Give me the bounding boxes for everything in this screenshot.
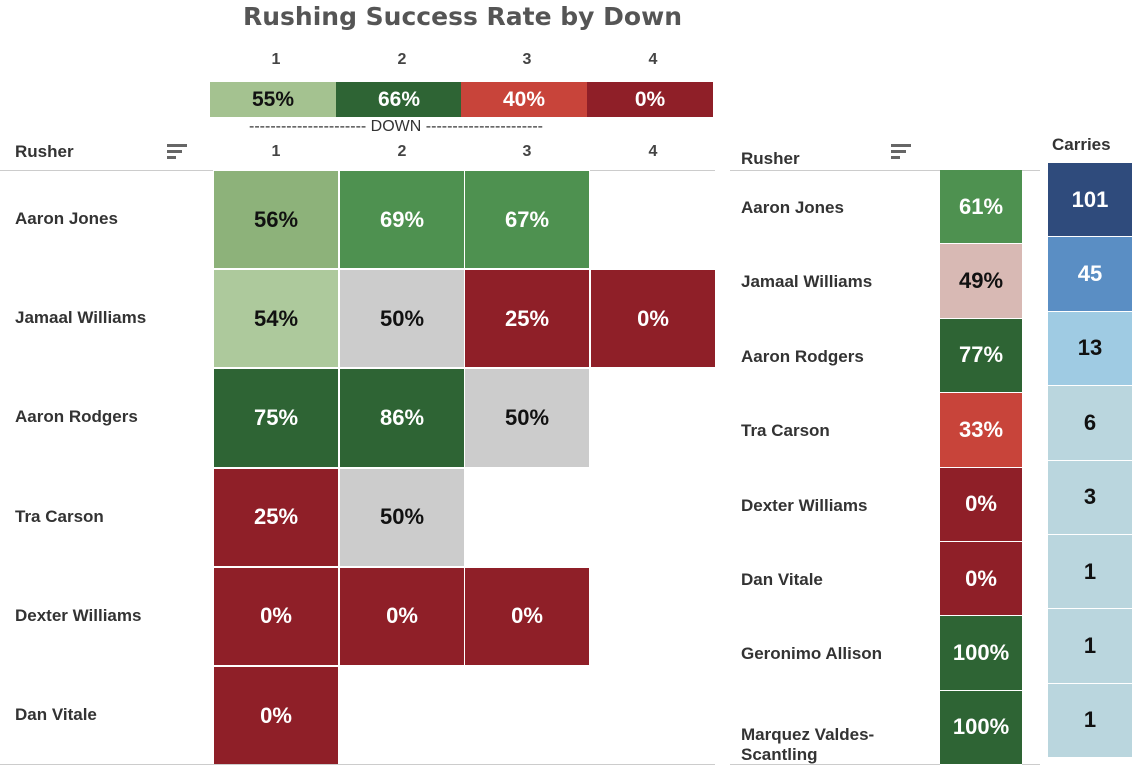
down-dashes-left: ---------------------- <box>249 118 367 135</box>
down-label: DOWN <box>370 118 422 135</box>
heatmap-cell[interactable]: 25% <box>464 269 590 369</box>
summary-cell-down-3[interactable]: 40% <box>461 82 587 117</box>
heatmap-cell[interactable]: 54% <box>213 269 339 369</box>
rate-row-label: Marquez Valdes-Scantling <box>741 724 875 764</box>
carries-cell[interactable]: 1 <box>1048 609 1132 684</box>
heatmap-cell[interactable]: 0% <box>339 566 465 666</box>
top-column-3: 3 <box>522 51 532 68</box>
rate-row-label: Jamaal Williams <box>741 272 873 292</box>
rate-row-label: Aaron Jones <box>741 198 844 217</box>
heatmap-cell[interactable]: 50% <box>464 368 590 468</box>
overall-rate-cell[interactable]: 0% <box>940 467 1022 542</box>
down-column-2[interactable]: 2 <box>397 143 407 160</box>
heatmap-cell[interactable]: 75% <box>213 368 339 468</box>
left-bottom-rule <box>0 764 715 765</box>
heatmap-row-label: Tra Carson <box>15 506 104 526</box>
heatmap-cell[interactable]: 67% <box>464 170 590 270</box>
heatmap-cell[interactable]: 0% <box>464 566 590 666</box>
carries-cell[interactable]: 13 <box>1048 311 1132 387</box>
overall-rate-cell[interactable]: 0% <box>940 542 1022 617</box>
right-bottom-rule <box>730 764 1040 765</box>
heatmap-row-label: Aaron Jones <box>15 209 118 228</box>
heatmap-cell[interactable]: 0% <box>590 269 716 369</box>
left-rusher-header[interactable]: Rusher <box>15 142 74 161</box>
heatmap-row-label: Jamaal Williams <box>15 308 147 328</box>
overall-rate-cell[interactable]: 33% <box>940 393 1022 468</box>
right-header-rule <box>730 170 1040 171</box>
heatmap-row-label: Dexter Williams <box>15 605 142 625</box>
rate-row-label: Aaron Rodgers <box>741 346 864 366</box>
heatmap-row-label: Dan Vitale <box>15 705 97 724</box>
summary-cell-down-1[interactable]: 55% <box>210 82 336 117</box>
heatmap-cell[interactable]: 56% <box>213 170 339 270</box>
down-column-3[interactable]: 3 <box>522 143 532 160</box>
heatmap-cell[interactable]: 0% <box>213 566 339 666</box>
rate-row-label: Dan Vitale <box>741 570 823 589</box>
overall-rate-cell[interactable]: 77% <box>940 318 1022 394</box>
carries-cell[interactable]: 6 <box>1048 386 1132 461</box>
overall-rate-cell[interactable]: 49% <box>940 244 1022 319</box>
down-dashes-right: ---------------------- <box>425 118 543 135</box>
rate-row-label: Tra Carson <box>741 421 830 441</box>
carries-cell[interactable]: 101 <box>1048 163 1132 238</box>
carries-cell[interactable]: 1 <box>1048 535 1132 610</box>
chart-title: Rushing Success Rate by Down <box>242 2 682 31</box>
carries-cell[interactable]: 1 <box>1048 683 1132 759</box>
right-sort-icon[interactable] <box>891 144 911 162</box>
carries-cell[interactable]: 45 <box>1048 237 1132 312</box>
top-column-1: 1 <box>271 51 281 68</box>
heatmap-cell[interactable]: 50% <box>339 467 465 567</box>
rate-row-label: Geronimo Allison <box>741 644 883 664</box>
down-column-1[interactable]: 1 <box>271 143 281 160</box>
right-rusher-header[interactable]: Rusher <box>741 149 800 168</box>
overall-rate-cell[interactable]: 100% <box>940 616 1022 691</box>
heatmap-cell[interactable]: 69% <box>339 170 465 270</box>
heatmap-cell[interactable]: 50% <box>339 269 465 369</box>
carries-header: Carries <box>1052 135 1111 154</box>
overall-rate-cell[interactable]: 61% <box>940 170 1022 245</box>
heatmap-cell[interactable]: 86% <box>339 368 465 468</box>
left-sort-icon[interactable] <box>167 144 187 162</box>
summary-cell-down-2[interactable]: 66% <box>336 82 462 117</box>
overall-rate-cell[interactable]: 100% <box>940 690 1022 766</box>
top-column-4: 4 <box>648 51 658 68</box>
down-column-4[interactable]: 4 <box>648 143 658 160</box>
rate-row-label: Dexter Williams <box>741 495 868 515</box>
heatmap-row-label: Aaron Rodgers <box>15 407 138 427</box>
heatmap-cell[interactable]: 25% <box>213 467 339 567</box>
heatmap-cell[interactable]: 0% <box>213 666 339 766</box>
carries-cell[interactable]: 3 <box>1048 460 1132 535</box>
down-axis-label: ---------------------- DOWN ------------… <box>249 118 543 136</box>
summary-cell-down-4[interactable]: 0% <box>587 82 713 117</box>
top-column-2: 2 <box>397 51 407 68</box>
